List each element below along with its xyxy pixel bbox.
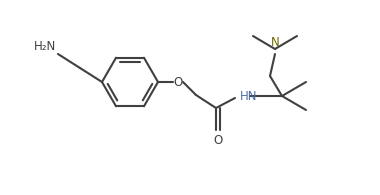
- Text: N: N: [271, 36, 279, 49]
- Text: HN: HN: [240, 90, 258, 103]
- Text: O: O: [173, 75, 183, 89]
- Text: H₂N: H₂N: [34, 40, 56, 53]
- Text: O: O: [214, 134, 223, 147]
